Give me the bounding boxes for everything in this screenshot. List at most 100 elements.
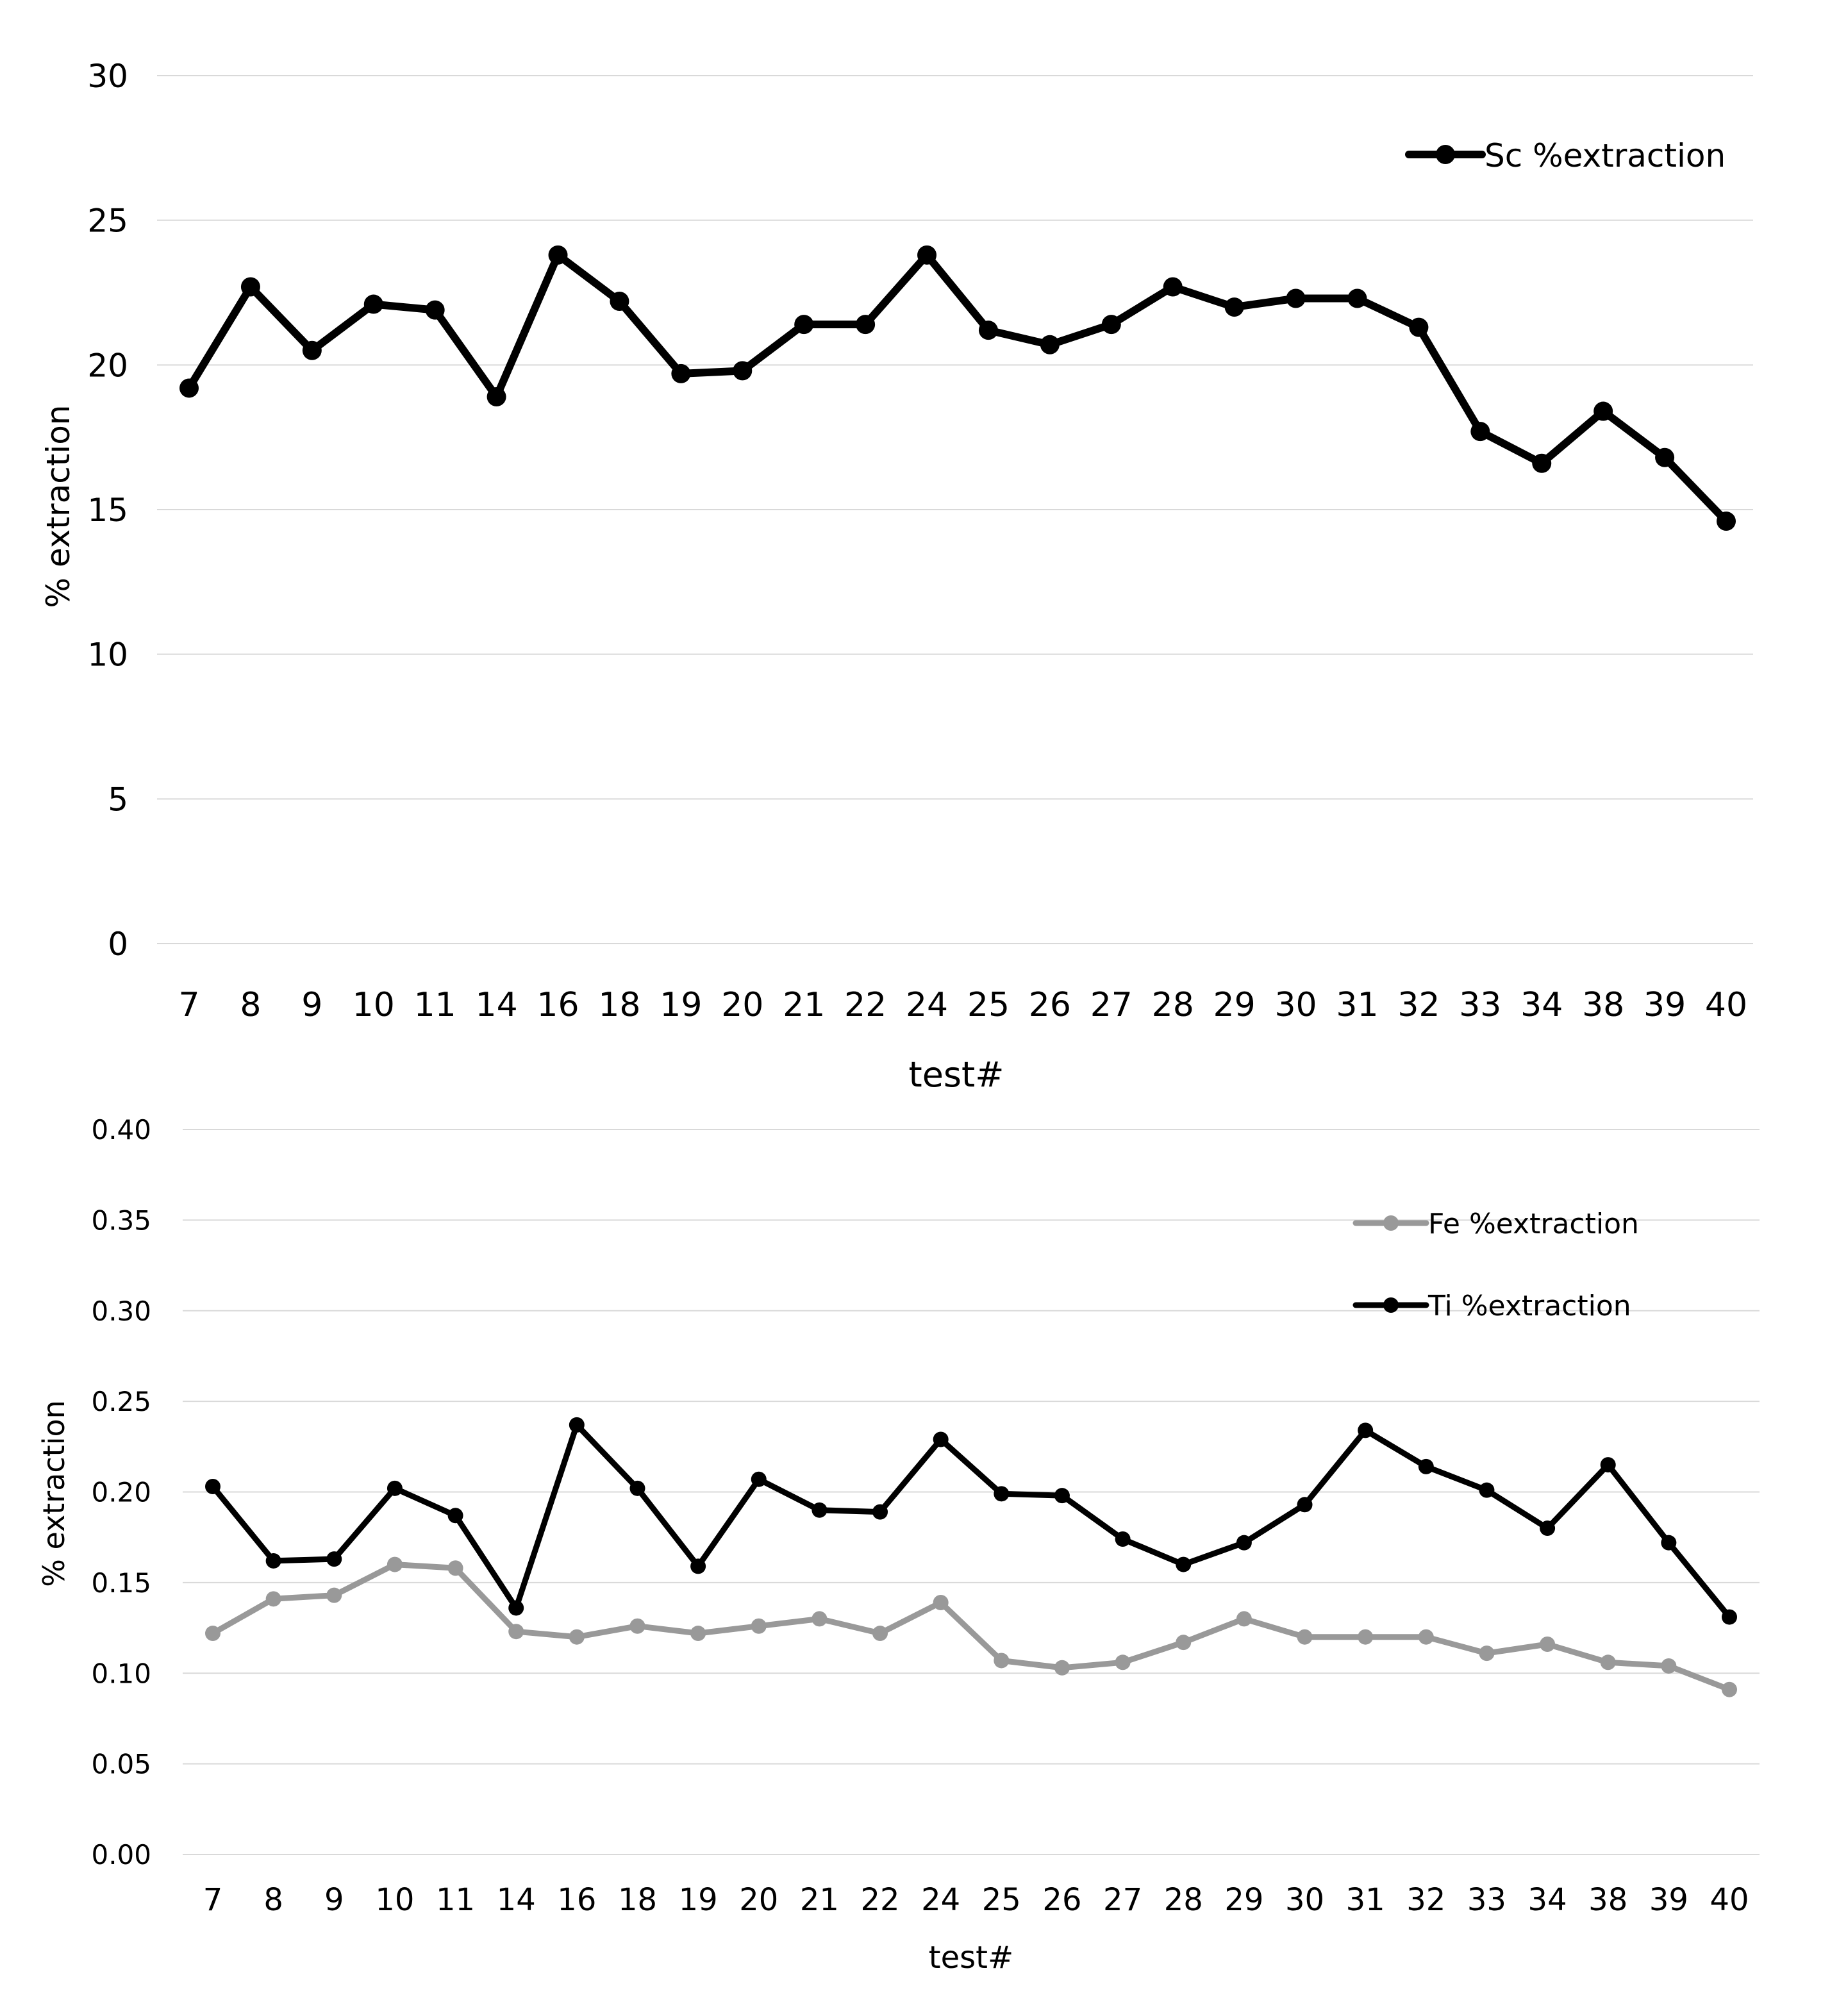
legend-entry: Fe %extraction	[1352, 1208, 1639, 1240]
fe-ti-extraction-chart: 0.000.050.100.150.200.250.300.350.407 8 9 1…	[37, 1114, 1760, 1976]
data-point	[326, 1587, 342, 1603]
data-point	[1479, 1645, 1495, 1662]
data-point	[1717, 512, 1736, 531]
data-point	[1224, 297, 1244, 317]
x-tick-label: 40	[1710, 1882, 1749, 1918]
x-tick-label: 11	[436, 1882, 475, 1918]
series-line	[210, 1562, 1733, 1693]
y-tick-label: 0.20	[91, 1477, 151, 1508]
data-point	[1418, 1458, 1434, 1474]
data-point	[363, 294, 383, 314]
data-point	[1655, 447, 1675, 467]
y-tick-label: 0.00	[91, 1839, 151, 1870]
data-point	[569, 1417, 585, 1433]
x-tick-label: 9	[301, 986, 322, 1024]
x-tick-label: 22	[844, 986, 886, 1024]
data-point	[179, 378, 199, 398]
data-point	[240, 277, 260, 297]
data-point	[1286, 288, 1306, 308]
data-point	[690, 1626, 706, 1642]
x-tick-label: 32	[1406, 1882, 1445, 1918]
data-point	[610, 292, 629, 312]
y-tick-label: 0.10	[91, 1658, 151, 1689]
x-tick-label: 27	[1090, 986, 1133, 1024]
x-tick-label: 38	[1582, 986, 1624, 1024]
legend-entry: Sc %extraction	[1405, 137, 1726, 174]
series-sc	[179, 245, 1736, 531]
data-point	[811, 1502, 828, 1518]
x-tick-label: 31	[1346, 1882, 1385, 1918]
data-point	[569, 1629, 585, 1645]
legend-label: Fe %extraction	[1428, 1208, 1639, 1240]
data-point	[1358, 1629, 1374, 1645]
y-tick-label: 0.35	[91, 1204, 151, 1236]
data-point	[856, 315, 876, 335]
y-tick-label: 20	[87, 347, 128, 384]
y-tick-label: 30	[87, 58, 128, 95]
data-point	[811, 1611, 828, 1627]
x-tick-label: 19	[660, 986, 702, 1024]
data-point	[1722, 1609, 1737, 1625]
data-point	[508, 1600, 524, 1616]
x-tick-label: 7	[203, 1882, 223, 1918]
y-tick-label: 0.40	[91, 1114, 151, 1145]
data-point	[872, 1504, 888, 1520]
x-tick-label: 18	[598, 986, 640, 1024]
y-axis-title: % extraction	[37, 1400, 71, 1587]
data-point	[1163, 277, 1183, 297]
data-point	[1236, 1535, 1252, 1551]
legend-entry: Ti %extraction	[1352, 1290, 1631, 1322]
data-point	[629, 1480, 645, 1496]
sc-extraction-chart: 0 5 10 15 20 25 30 7 8 9 10 11 14 16 18 19 20 21 22 24 25 26 2…	[40, 58, 1753, 1095]
x-tick-label: 39	[1649, 1882, 1688, 1918]
series-ti	[205, 1417, 1737, 1625]
x-tick-label: 7	[178, 986, 199, 1024]
x-tick-label: 39	[1643, 986, 1686, 1024]
x-tick-label: 8	[263, 1882, 283, 1918]
series-line	[185, 251, 1730, 526]
x-tick-label: 21	[800, 1882, 839, 1918]
data-point	[205, 1626, 221, 1642]
y-tick-label: 15	[87, 492, 128, 529]
series-fe	[205, 1556, 1737, 1697]
legend-marker	[1383, 1215, 1399, 1231]
y-tick-label: 0.30	[91, 1295, 151, 1327]
data-point	[1540, 1637, 1556, 1653]
x-tick-label: 29	[1224, 1882, 1263, 1918]
y-tick-label: 10	[87, 637, 128, 674]
data-point	[1722, 1681, 1737, 1697]
data-point	[1470, 422, 1490, 442]
x-tick-label: 30	[1285, 1882, 1324, 1918]
x-tick-label: 14	[497, 1882, 536, 1918]
x-tick-label: 33	[1459, 986, 1501, 1024]
data-point	[733, 361, 753, 381]
x-tick-label: 32	[1397, 986, 1440, 1024]
x-tick-label: 8	[240, 986, 261, 1024]
data-point	[447, 1508, 463, 1524]
data-point	[508, 1624, 524, 1640]
x-tick-label: 28	[1152, 986, 1194, 1024]
x-tick-label: 40	[1705, 986, 1747, 1024]
data-point	[1358, 1422, 1374, 1438]
legend-marker	[1436, 145, 1455, 164]
data-point	[1297, 1497, 1313, 1513]
data-point	[1600, 1654, 1616, 1670]
data-point	[1176, 1635, 1192, 1651]
data-point	[1409, 317, 1429, 337]
x-tick-label: 19	[679, 1882, 718, 1918]
x-tick-label: 22	[861, 1882, 900, 1918]
data-point	[933, 1594, 949, 1610]
legend-label: Ti %extraction	[1427, 1290, 1631, 1322]
data-point	[205, 1479, 221, 1495]
y-tick-label: 0.25	[91, 1386, 151, 1417]
data-point	[387, 1480, 403, 1496]
x-tick-label: 25	[982, 1882, 1021, 1918]
x-tick-label: 24	[921, 1882, 960, 1918]
data-point	[978, 321, 998, 340]
y-tick-label: 0.15	[91, 1567, 151, 1599]
data-point	[1661, 1658, 1677, 1674]
data-point	[994, 1486, 1010, 1502]
data-point	[872, 1626, 888, 1642]
x-tick-label: 30	[1274, 986, 1317, 1024]
x-tick-label: 34	[1528, 1882, 1567, 1918]
